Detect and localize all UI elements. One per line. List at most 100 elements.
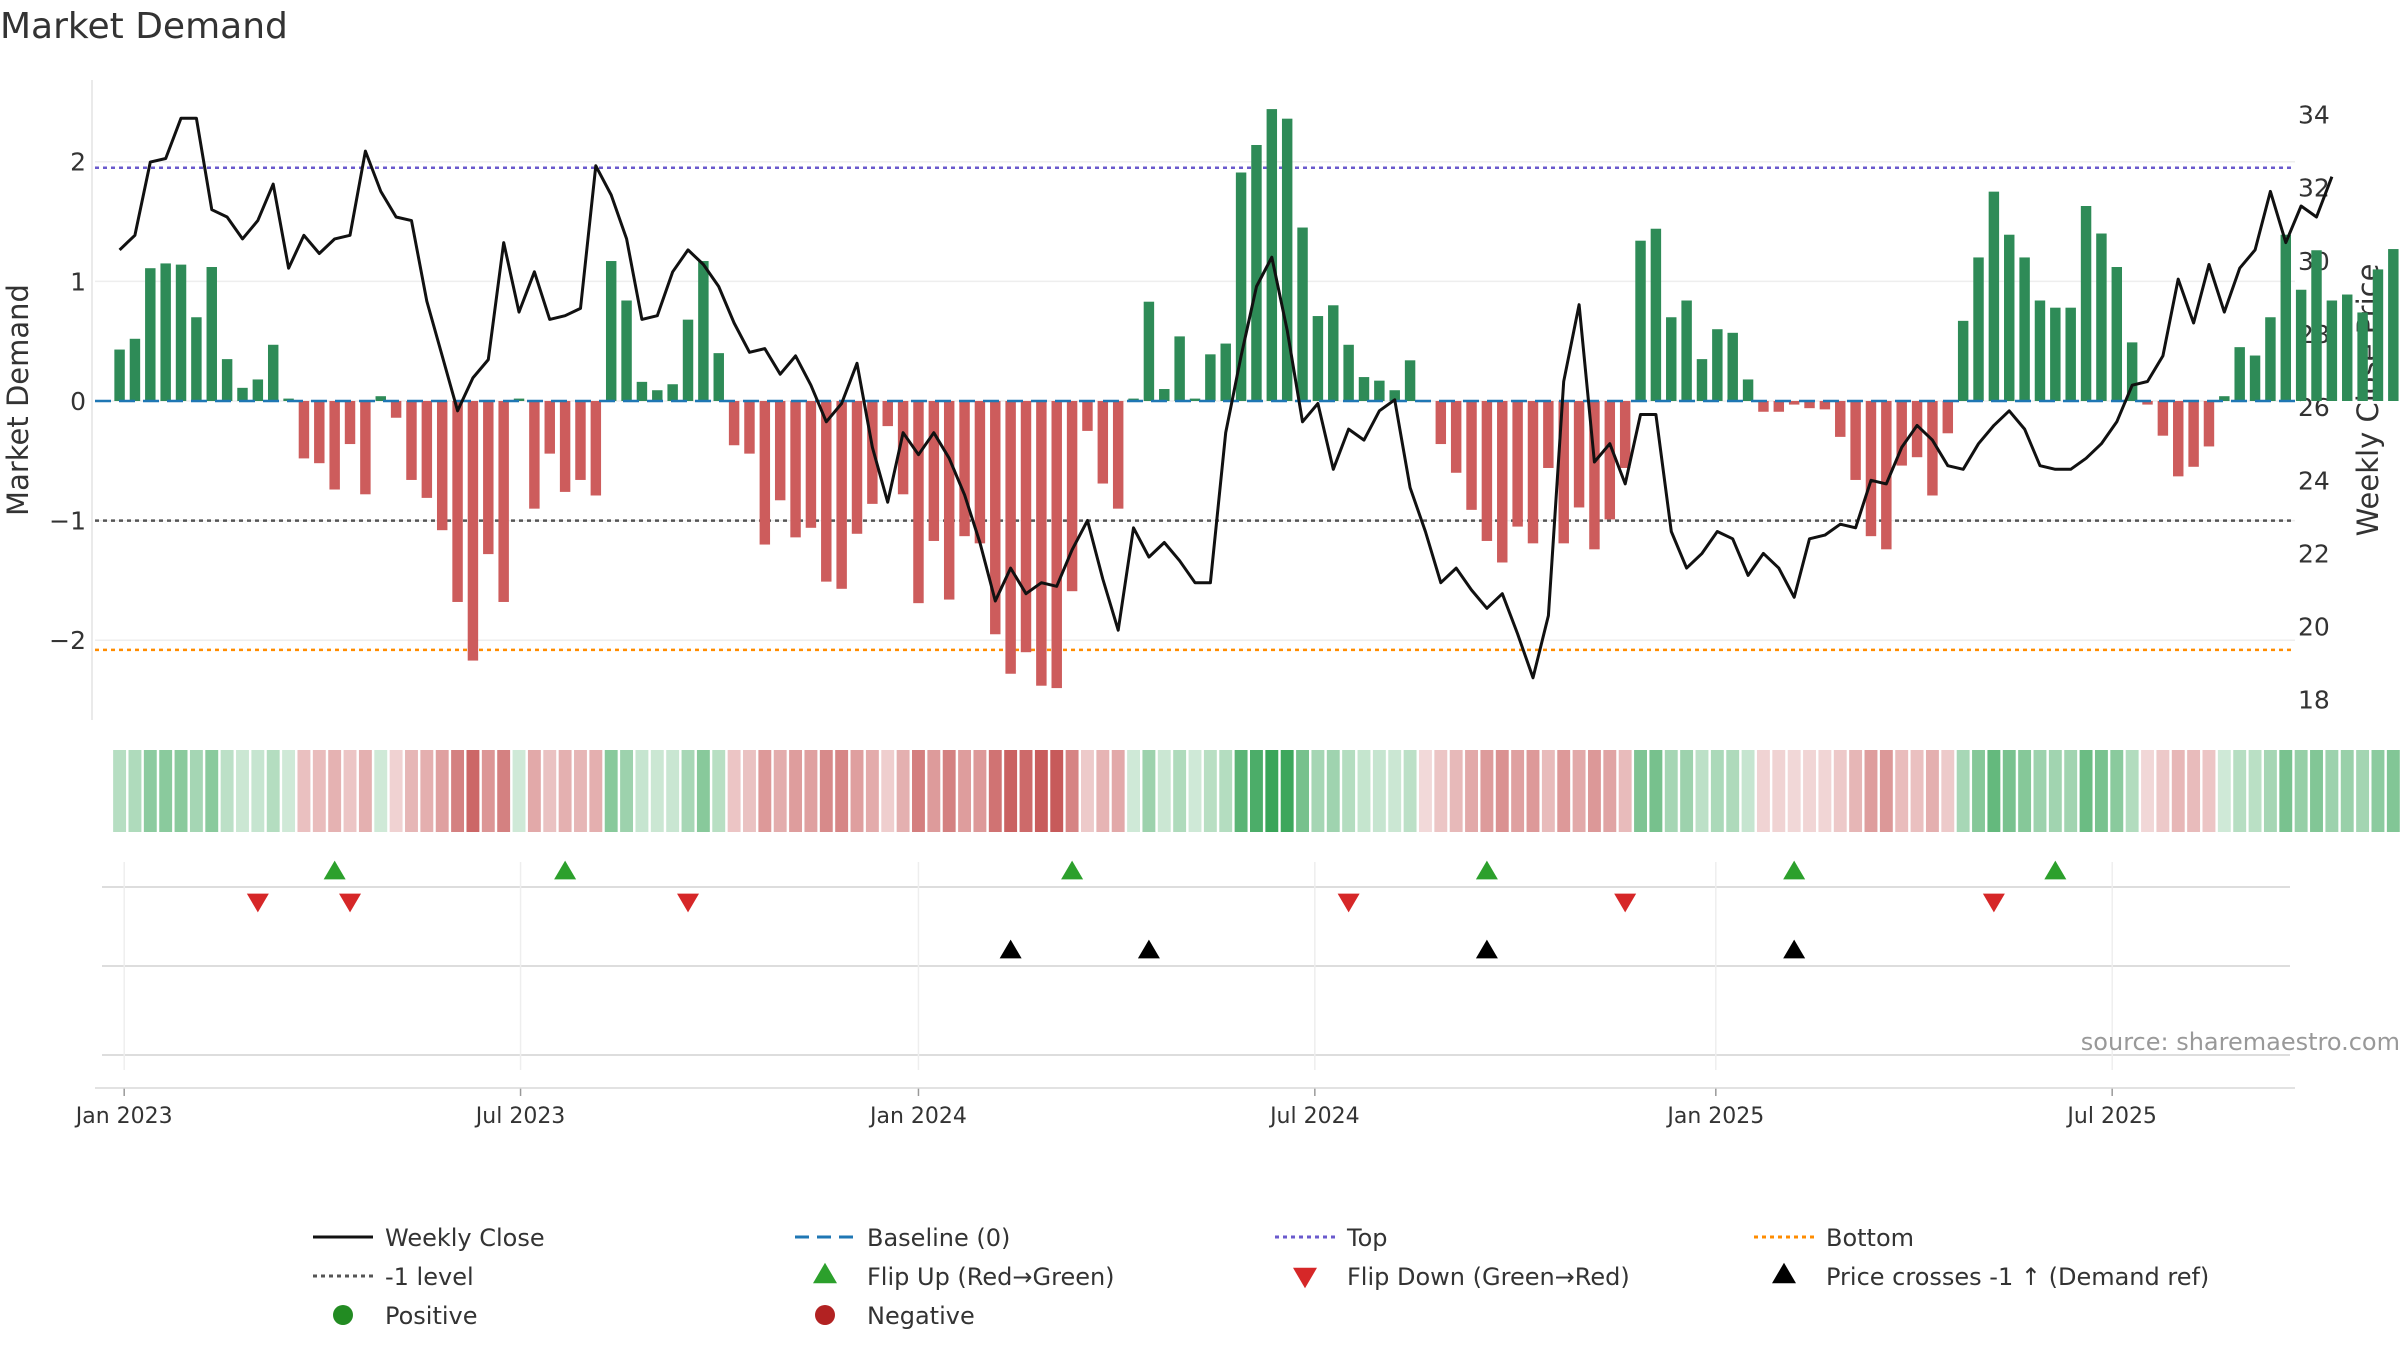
heat-strip-cell — [865, 750, 879, 832]
demand-bar-negative — [1097, 400, 1109, 484]
heat-strip-cell — [1895, 750, 1909, 832]
heat-strip-cell — [2371, 750, 2385, 832]
demand-bar-positive — [2388, 249, 2399, 401]
demand-bar-negative — [1589, 400, 1600, 550]
demand-bar-negative — [544, 400, 555, 454]
demand-bar-positive — [2034, 300, 2046, 401]
demand-bar-positive — [1159, 389, 1170, 401]
demand-bar-positive — [1374, 380, 1385, 401]
heat-strip-cell — [159, 750, 173, 832]
legend-swatch-circle — [815, 1305, 835, 1325]
demand-bar-positive — [160, 263, 171, 401]
heat-strip-cell — [1634, 750, 1647, 832]
demand-bar-negative — [344, 400, 356, 445]
demand-bar-negative — [314, 400, 325, 464]
demand-bar-positive — [1635, 240, 1646, 401]
demand-bar-negative — [2157, 400, 2169, 436]
demand-bar-positive — [2311, 250, 2322, 401]
heat-strip-cell — [1695, 750, 1709, 832]
demand-bar-positive — [175, 264, 187, 401]
heat-strip-cell — [1157, 750, 1171, 832]
heat-strip-cell — [1818, 750, 1832, 832]
demand-bar-negative — [790, 400, 801, 538]
y-right-tick-label: 18 — [2298, 686, 2330, 715]
heat-strip-cell — [988, 750, 1002, 832]
heat-strip-cell — [2064, 750, 2078, 832]
heat-strip-cell — [1618, 750, 1632, 832]
heat-strip-cell — [758, 750, 772, 832]
heat-strip-cell — [1864, 750, 1878, 832]
demand-bar-positive — [267, 344, 279, 401]
demand-bar-negative — [298, 400, 310, 459]
heat-strip-cell — [1541, 750, 1555, 832]
heat-strip-cell — [497, 750, 511, 832]
heat-strip-cell — [958, 750, 972, 832]
heat-strip-cell — [451, 750, 465, 832]
demand-bar-positive — [2265, 317, 2276, 401]
demand-bar-negative — [1865, 400, 1877, 537]
flip-up-marker — [1061, 860, 1084, 880]
heat-strip-cell — [696, 750, 710, 832]
heat-strip-cell — [574, 750, 587, 832]
flip-down-marker — [1982, 893, 2005, 913]
demand-bar-positive — [2295, 289, 2307, 401]
heat-strip-cell — [466, 750, 480, 832]
demand-bar-negative — [759, 400, 771, 545]
demand-bar-positive — [1957, 320, 1969, 401]
demand-bar-negative — [1911, 400, 1923, 458]
demand-bar-negative — [1082, 400, 1093, 431]
demand-bar-positive — [1404, 360, 1416, 401]
demand-bar-positive — [2249, 355, 2261, 401]
legend-label: Flip Down (Green→Red) — [1347, 1263, 1630, 1291]
heat-strip-cell — [543, 750, 557, 832]
heat-strip-cell — [1372, 750, 1386, 832]
heat-strip-cell — [2386, 750, 2400, 832]
demand-bar-positive — [221, 359, 233, 401]
legend-label: Negative — [867, 1302, 975, 1330]
demand-bar-positive — [1189, 398, 1201, 401]
demand-bar-positive — [698, 261, 709, 401]
legend-label: Bottom — [1826, 1224, 1914, 1252]
heat-strip-cell — [1265, 750, 1279, 832]
heat-strip-cell — [1418, 750, 1432, 832]
heat-strip-cell — [297, 750, 311, 832]
heat-strip-cell — [405, 750, 418, 832]
heat-strip-cell — [1511, 750, 1525, 832]
heat-strip-cell — [374, 750, 388, 832]
demand-bar-positive — [2126, 342, 2138, 401]
heat-strip-cell — [1526, 750, 1540, 832]
demand-bar-positive — [2080, 206, 2092, 401]
price-cross-marker — [999, 939, 1022, 959]
heat-strip-cell — [1480, 750, 1494, 832]
heat-strip-cell — [2217, 750, 2231, 832]
heat-strip-cell — [2094, 750, 2108, 832]
heat-strip-cell — [650, 750, 664, 832]
heat-strip-cell — [2125, 750, 2139, 832]
demand-bar-negative — [2203, 400, 2215, 447]
y-left-tick-label: 0 — [70, 387, 86, 416]
date-tick-label: Jul 2024 — [1268, 1104, 1360, 1129]
y-left-tick-label: −2 — [49, 626, 86, 655]
y-right-tick-label: 34 — [2298, 101, 2330, 130]
legend-label: Positive — [385, 1302, 478, 1330]
heat-strip-cell — [2141, 750, 2154, 832]
demand-bar-negative — [329, 400, 340, 490]
demand-bar-negative — [360, 400, 371, 495]
legend-swatch-triangle-up — [813, 1262, 837, 1284]
demand-bar-negative — [928, 400, 940, 541]
heat-strip-cell — [1311, 750, 1325, 832]
demand-bar-positive — [667, 384, 678, 401]
demand-bar-negative — [805, 400, 817, 528]
heat-strip-cell — [328, 750, 342, 832]
demand-bar-positive — [1358, 377, 1370, 401]
demand-bar-positive — [1205, 354, 1216, 401]
weekly-close-line — [118, 116, 2334, 680]
heat-strip-cell — [2310, 750, 2323, 832]
heat-strip-cell — [2325, 750, 2339, 832]
demand-bar-negative — [836, 400, 847, 589]
flip-down-marker — [339, 893, 362, 913]
demand-bar-positive — [1666, 317, 1677, 401]
legend-swatch-triangle-down — [1293, 1267, 1317, 1289]
heat-strip-cell — [2279, 750, 2293, 832]
demand-bar-positive — [2065, 307, 2076, 401]
